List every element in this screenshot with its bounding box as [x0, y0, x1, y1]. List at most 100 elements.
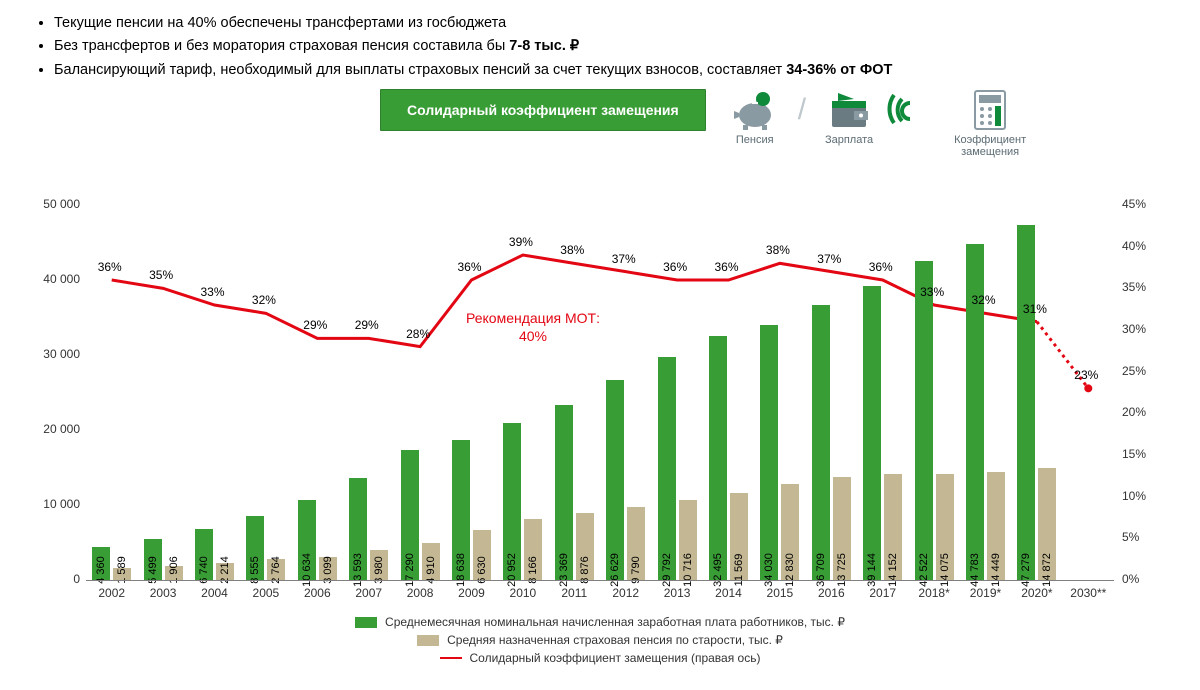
legend-salary: Среднемесячная номинальная начисленная з…	[355, 615, 845, 629]
salary-bar-label: 17 290	[404, 553, 416, 587]
pension-bar: 2 764	[267, 559, 285, 580]
y-right-tick: 45%	[1122, 197, 1146, 211]
salary-bar: 4 360	[92, 547, 110, 580]
pct-label: 39%	[509, 235, 533, 249]
pct-label: 33%	[920, 285, 944, 299]
salary-bar-label: 44 783	[969, 553, 981, 587]
pension-label: Пенсия	[736, 134, 774, 146]
wallet-icon	[824, 89, 874, 131]
category-label: 2009	[446, 586, 497, 600]
legend-salary-label: Среднемесячная номинальная начисленная з…	[385, 615, 845, 629]
plot-area: Рекомендация МОТ: 40% 4 3601 589200236%5…	[86, 205, 1114, 580]
chart: 010 00020 00030 00040 00050 000 0%5%10%1…	[30, 195, 1170, 625]
y-right-tick: 35%	[1122, 280, 1146, 294]
category-label: 2030**	[1063, 586, 1114, 600]
category-label: 2002	[86, 586, 137, 600]
pct-label: 32%	[252, 293, 276, 307]
salary-bar-label: 32 495	[712, 553, 724, 587]
category-label: 2017	[857, 586, 908, 600]
salary-bar-label: 34 030	[763, 553, 775, 587]
category-label: 2015	[754, 586, 805, 600]
salary-bar: 6 740	[195, 529, 213, 580]
category-label: 2005	[240, 586, 291, 600]
salary-label: Зарплата	[825, 134, 873, 146]
y-left-tick: 0	[30, 572, 80, 586]
pension-bar-label: 13 725	[836, 553, 848, 587]
pct-label: 32%	[972, 293, 996, 307]
y-right-tick: 10%	[1122, 489, 1146, 503]
bullet-1: Текущие пенсии на 40% обеспечены трансфе…	[54, 12, 1170, 34]
pension-bar-label: 11 569	[733, 554, 745, 587]
salary-bar-label: 18 638	[455, 553, 467, 587]
title-button: Солидарный коэффициент замещения	[380, 89, 706, 131]
category-label: 2004	[189, 586, 240, 600]
salary-bar-label: 29 792	[661, 553, 673, 587]
category-label: 2003	[137, 586, 188, 600]
category-label: 2019*	[960, 586, 1011, 600]
y-left-tick: 20 000	[30, 422, 80, 436]
bar-group: 10 6343 0992006	[292, 205, 343, 580]
salary-bar: 17 290	[401, 450, 419, 580]
pension-bar-label: 12 830	[784, 553, 796, 587]
legend-line-label: Солидарный коэффициент замещения (правая…	[470, 651, 761, 665]
category-label: 2014	[703, 586, 754, 600]
pension-bar: 1 589	[113, 568, 131, 580]
bar-group: 34 03012 8302015	[754, 205, 805, 580]
bar-group: 44 78314 4492019*	[960, 205, 1011, 580]
pension-bar: 9 790	[627, 507, 645, 580]
pct-label: 23%	[1074, 368, 1098, 382]
y-right-tick: 30%	[1122, 322, 1146, 336]
salary-bar: 32 495	[709, 336, 727, 580]
calculator-icon	[965, 89, 1015, 131]
pct-label: 38%	[560, 243, 584, 257]
bar-group: 47 27914 8722020*	[1011, 205, 1062, 580]
legend-salary-swatch	[355, 617, 377, 628]
salary-bar: 13 593	[349, 478, 367, 580]
bar-group: 13 5933 9802007	[343, 205, 394, 580]
pension-bar: 1 906	[165, 566, 183, 580]
pension-bar: 13 725	[833, 477, 851, 580]
pension-bar: 4 910	[422, 543, 440, 580]
pension-bar: 6 630	[473, 530, 491, 580]
y-right-tick: 40%	[1122, 239, 1146, 253]
pct-label: 36%	[98, 260, 122, 274]
salary-bar: 47 279	[1017, 225, 1035, 580]
pct-label: 36%	[663, 260, 687, 274]
bar-group: 23 3698 8762011	[549, 205, 600, 580]
bar-group: 8 5552 7642005	[240, 205, 291, 580]
pct-label: 38%	[766, 243, 790, 257]
category-label: 2012	[600, 586, 651, 600]
pension-bar: 8 876	[576, 513, 594, 580]
salary-bar: 42 522	[915, 261, 933, 580]
salary-bar-label: 47 279	[1020, 553, 1032, 587]
bullet-2: Без трансфертов и без моратория страхова…	[54, 35, 1170, 57]
y-right-tick: 0%	[1122, 572, 1139, 586]
bullet-3: Балансирующий тариф, необходимый для вып…	[54, 59, 1170, 81]
y-right-tick: 25%	[1122, 364, 1146, 378]
salary-bar: 5 499	[144, 539, 162, 580]
pct-label: 31%	[1023, 302, 1047, 316]
category-label: 2008	[394, 586, 445, 600]
salary-bar: 36 709	[812, 305, 830, 580]
legend-pension-label: Средняя назначенная страховая пенсия по …	[447, 633, 783, 647]
y-right-tick: 20%	[1122, 405, 1146, 419]
salary-bar-label: 20 952	[506, 553, 518, 587]
icon-group: Пенсия / Зарплата	[730, 89, 1026, 158]
pct-label: 28%	[406, 327, 430, 341]
salary-icon-box: Зарплата	[824, 89, 874, 146]
wifi-icon-box	[886, 89, 936, 146]
category-label: 2007	[343, 586, 394, 600]
category-label: 2020*	[1011, 586, 1062, 600]
legend-line-swatch	[440, 657, 462, 659]
pct-label: 37%	[612, 252, 636, 266]
salary-bar-label: 39 144	[866, 553, 878, 587]
salary-bar-label: 10 634	[301, 553, 313, 587]
y-left-tick: 10 000	[30, 497, 80, 511]
legend: Среднемесячная номинальная начисленная з…	[0, 615, 1200, 665]
pct-label: 36%	[458, 260, 482, 274]
pension-bar: 11 569	[730, 493, 748, 580]
signal-icon	[886, 89, 936, 131]
salary-bar: 39 144	[863, 286, 881, 580]
pct-label: 36%	[715, 260, 739, 274]
bar-group: 6 7402 2142004	[189, 205, 240, 580]
